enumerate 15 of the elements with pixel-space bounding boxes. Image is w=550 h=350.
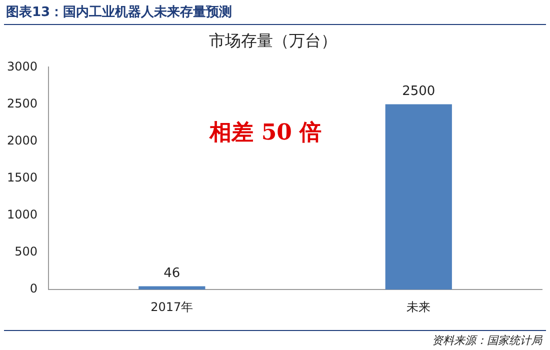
- y-tick-label: 2500: [6, 96, 38, 110]
- text: 图表13：国内工业机器人未来存量预测: [6, 4, 232, 21]
- y-tick-label: 3000: [6, 59, 38, 74]
- x-tick-label: 未来: [406, 300, 431, 314]
- y-tick-label: 0: [30, 282, 38, 296]
- data-label: 46: [164, 266, 180, 282]
- y-tick-label: 1000: [6, 208, 38, 222]
- y-tick-label: 500: [14, 244, 38, 259]
- x-tick-label: 2017年: [150, 300, 194, 314]
- y-tick-label: 2000: [6, 133, 38, 148]
- y-tick-label: 1500: [6, 170, 38, 185]
- text: 资料来源：国家统计局: [432, 333, 542, 348]
- annotation: 相差 50 倍: [208, 120, 322, 146]
- chart-title: 市场存量（万台）: [209, 30, 337, 50]
- data-label: 2500: [402, 84, 436, 100]
